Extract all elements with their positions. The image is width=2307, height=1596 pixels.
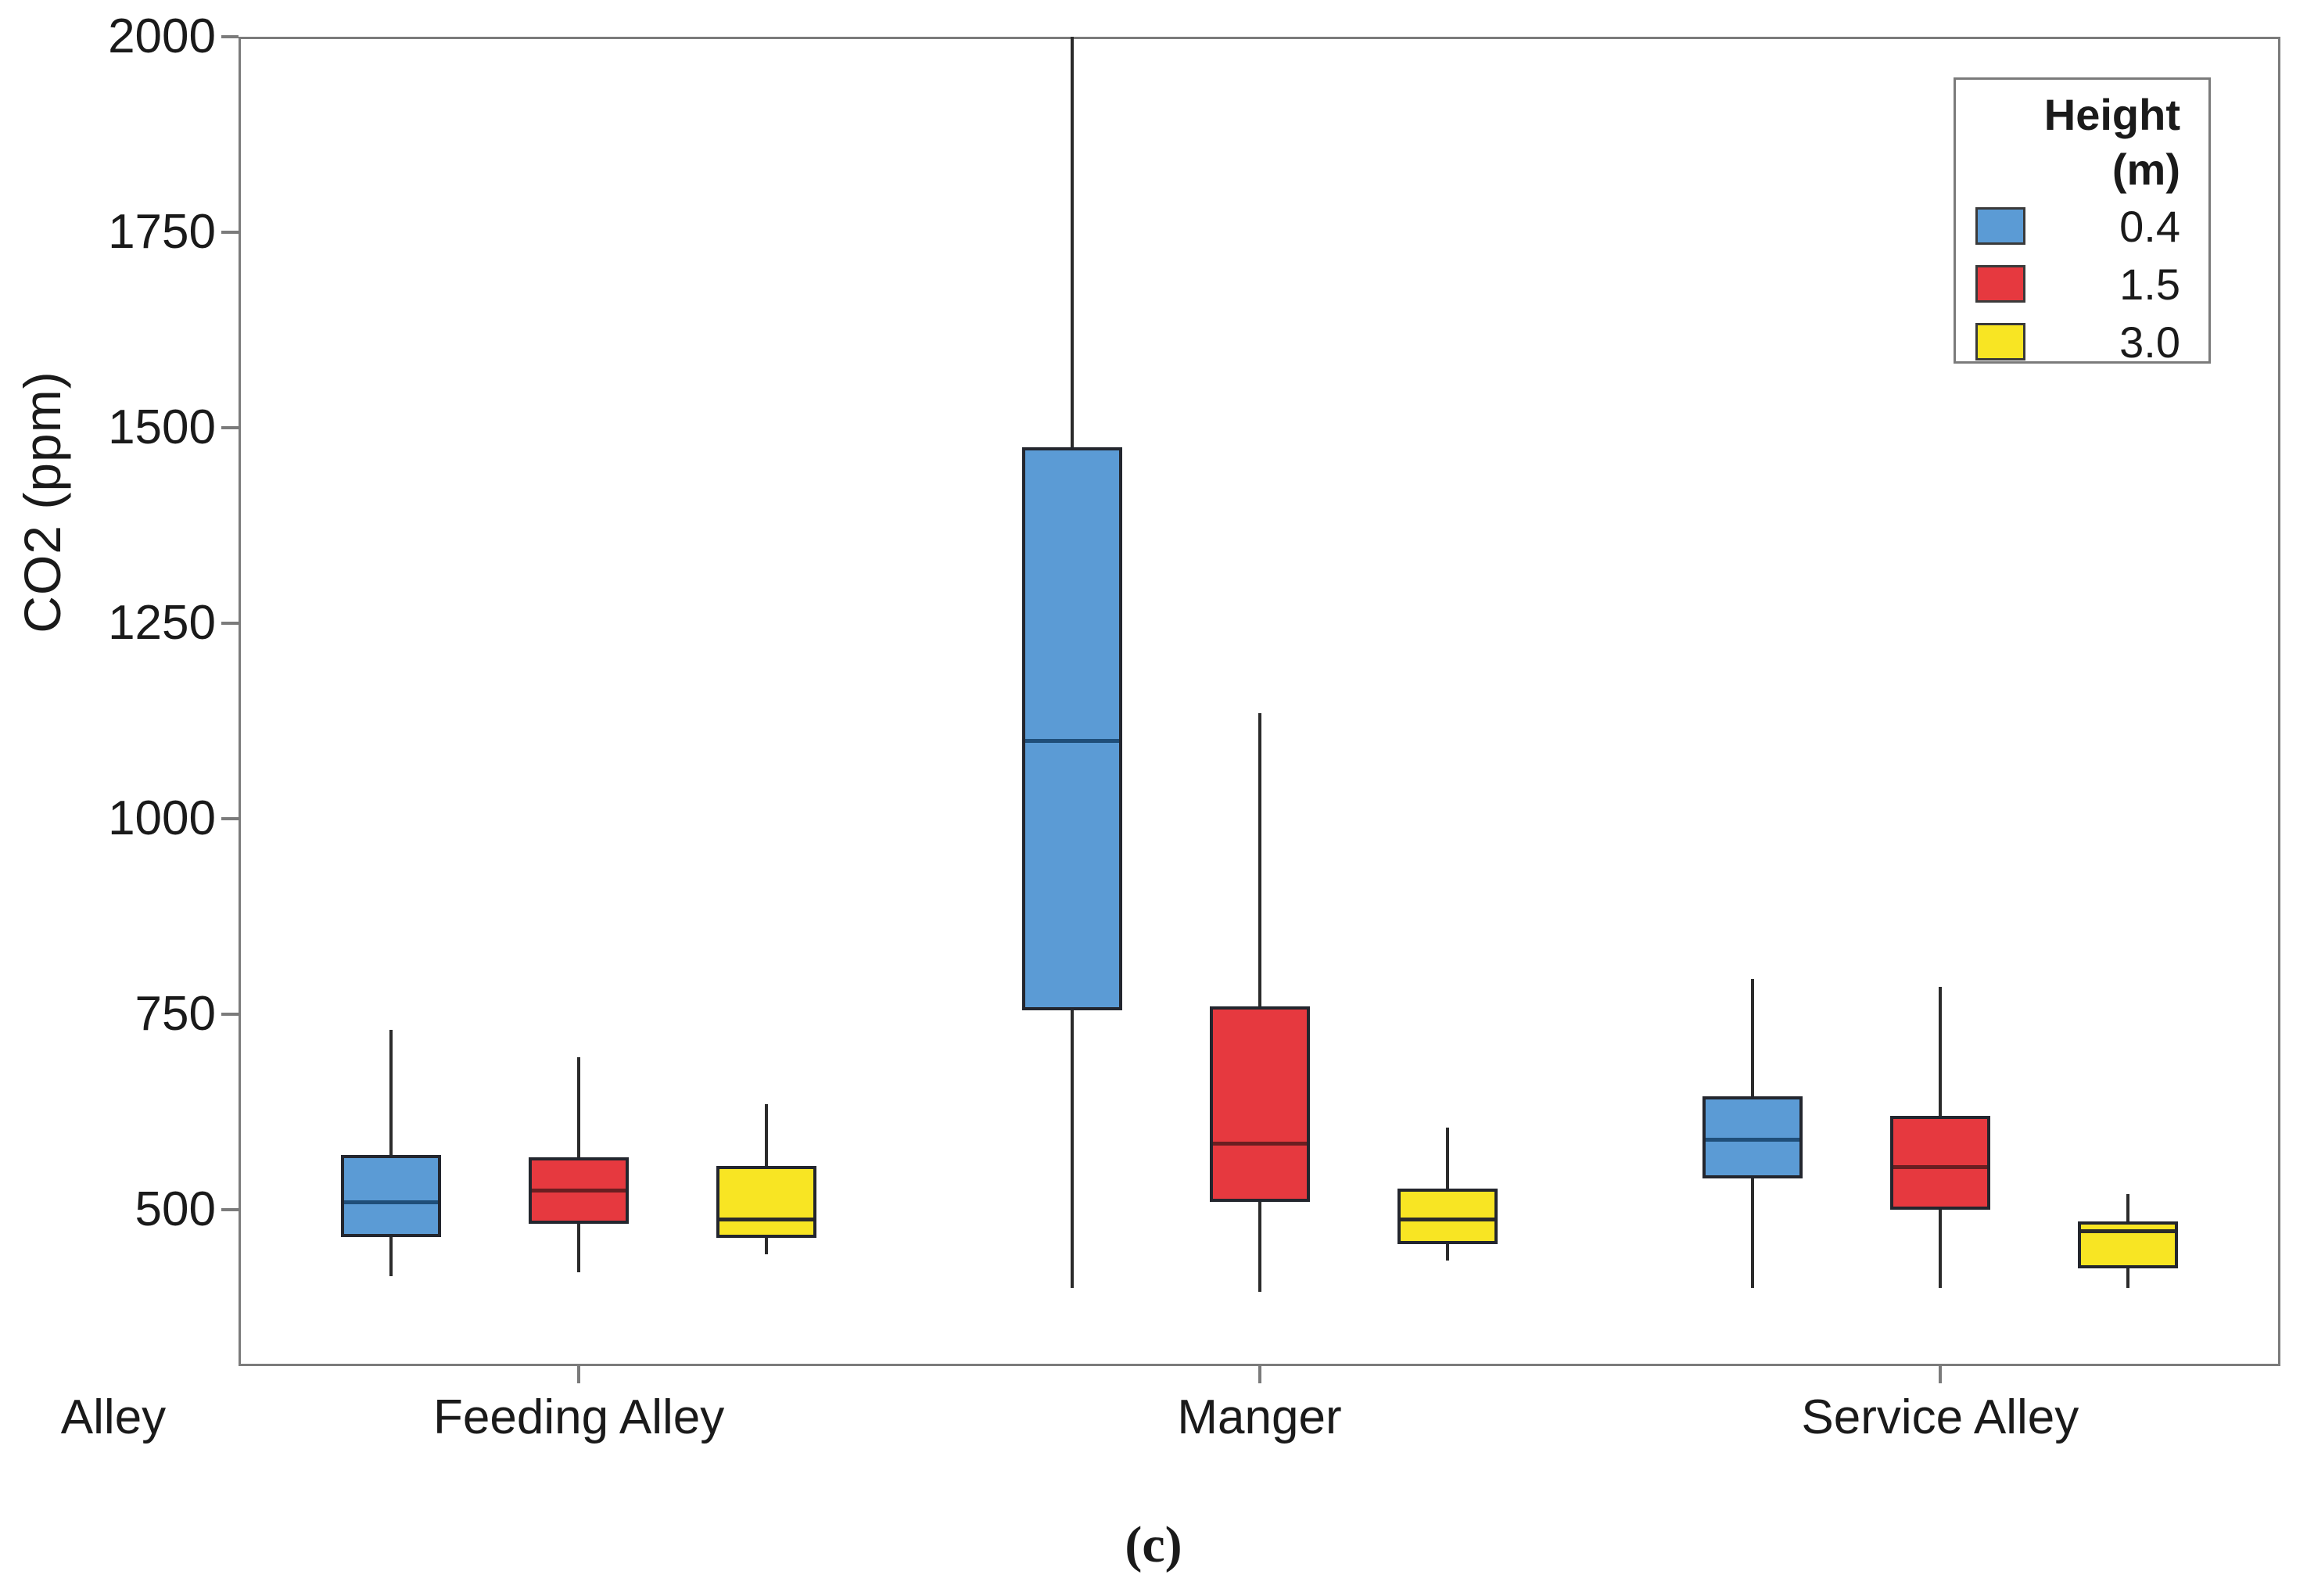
legend-entry-label: 3.0	[2119, 317, 2180, 367]
legend-title: Height	[2043, 90, 2180, 139]
legend-swatch-1.5	[1975, 265, 2025, 303]
y-tick-label: 750	[135, 987, 216, 1041]
legend-swatch-3.0	[1975, 323, 2025, 360]
x-category-label: Service Alley	[1801, 1390, 2079, 1444]
x-tick-mark	[1258, 1366, 1261, 1383]
box-3.0-1	[1397, 1189, 1498, 1244]
box-1.5-2	[1889, 1116, 1990, 1210]
y-tick-mark	[221, 35, 239, 38]
legend-entry-1.5: 1.5	[1956, 255, 2208, 313]
legend: Height (m) 0.4 1.5 3.0	[1954, 77, 2211, 367]
y-tick-mark	[221, 1013, 239, 1016]
y-tick-label: 1250	[108, 596, 216, 650]
box-whisker-0.4-0	[389, 1030, 393, 1276]
y-tick-mark	[221, 817, 239, 820]
median-line-1.5-0	[532, 1189, 626, 1193]
x-axis-title: Alley	[60, 1390, 167, 1444]
median-line-3.0-1	[1400, 1218, 1494, 1221]
legend-title-units: (m)	[2111, 145, 2180, 194]
median-line-3.0-2	[2080, 1229, 2175, 1233]
box-3.0-0	[716, 1166, 817, 1238]
y-tick-mark	[221, 1208, 239, 1211]
y-tick-mark	[221, 426, 239, 429]
legend-entry-0.4: 0.4	[1956, 197, 2208, 255]
y-tick-label: 1000	[108, 791, 216, 845]
figure-caption: (c)	[1125, 1516, 1182, 1573]
x-tick-mark	[1938, 1366, 1942, 1383]
y-tick-mark	[221, 231, 239, 234]
box-whisker-1.5-1	[1258, 713, 1261, 1292]
legend-entries: 0.4 1.5 3.0	[1956, 197, 2208, 371]
x-tick-mark	[577, 1366, 581, 1383]
median-line-1.5-1	[1212, 1142, 1307, 1146]
legend-entry-label: 1.5	[2119, 259, 2180, 309]
y-axis-title: CO2 (ppm)	[13, 371, 71, 633]
median-line-0.4-0	[344, 1200, 439, 1204]
box-0.4-1	[1021, 447, 1122, 1010]
box-1.5-0	[529, 1157, 630, 1224]
median-line-0.4-2	[1705, 1138, 1799, 1142]
y-tick-mark	[221, 622, 239, 625]
y-tick-label: 2000	[108, 9, 216, 63]
median-line-1.5-2	[1893, 1165, 1987, 1169]
x-category-label: Manger	[1177, 1390, 1342, 1444]
box-1.5-1	[1209, 1006, 1310, 1202]
box-0.4-0	[341, 1155, 442, 1237]
legend-swatch-0.4	[1975, 207, 2025, 245]
legend-entry-label: 0.4	[2119, 201, 2180, 251]
y-tick-label: 500	[135, 1182, 216, 1236]
y-tick-label: 1500	[108, 400, 216, 454]
legend-entry-3.0: 3.0	[1956, 313, 2208, 371]
median-line-3.0-0	[719, 1218, 814, 1221]
median-line-0.4-1	[1024, 739, 1119, 743]
box-0.4-2	[1702, 1096, 1803, 1178]
y-tick-label: 1750	[108, 205, 216, 259]
box-3.0-2	[2077, 1221, 2178, 1268]
x-category-label: Feeding Alley	[433, 1390, 725, 1444]
